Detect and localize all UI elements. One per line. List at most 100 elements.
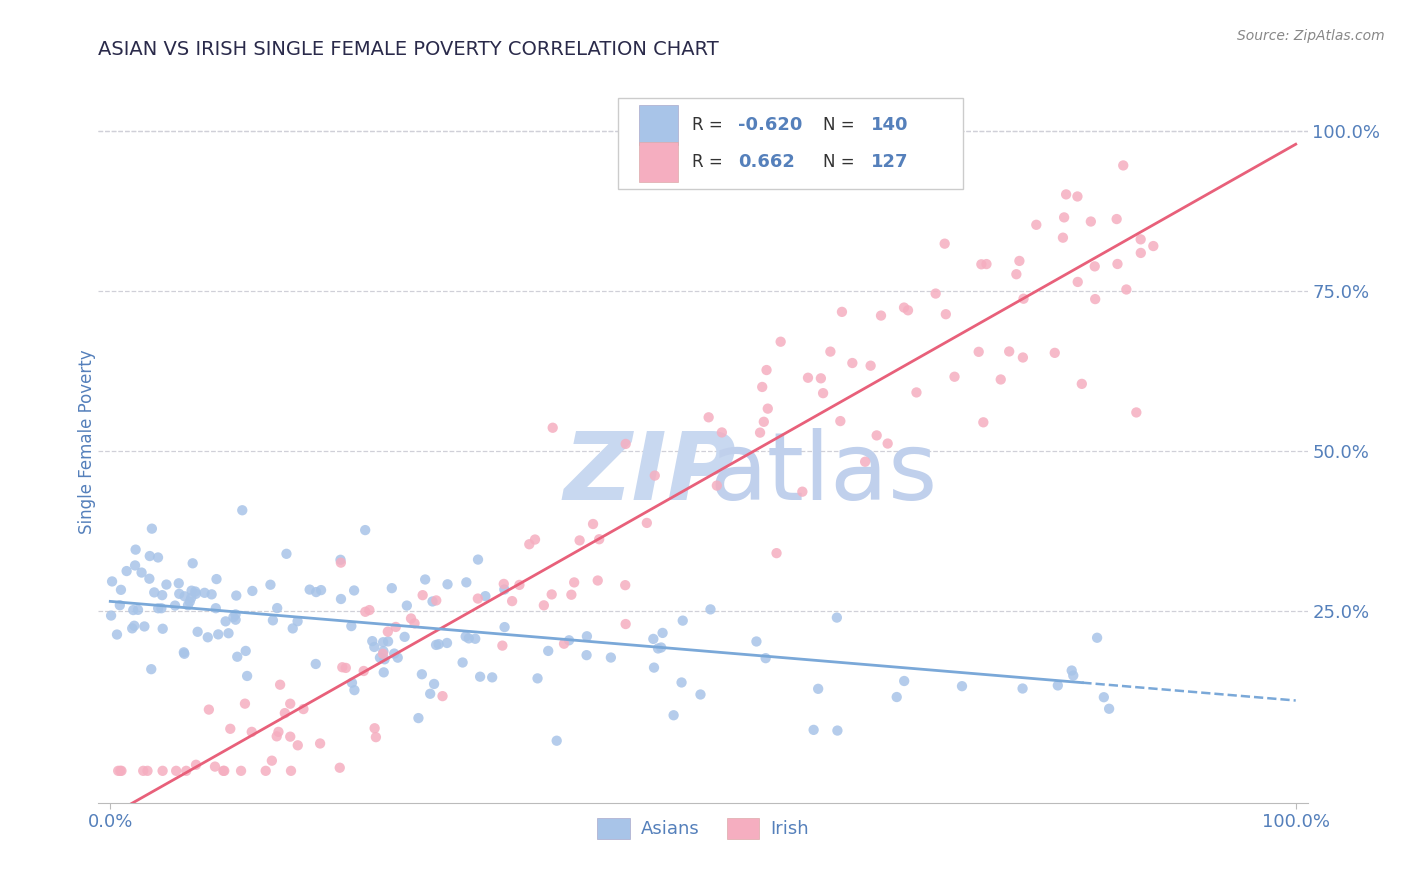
Point: [998, 344, 1021, 359]
Point: [474, 589, 496, 603]
Point: [411, 667, 433, 681]
Point: [240, 724, 263, 739]
Point: [419, 687, 441, 701]
Point: [765, 546, 787, 560]
Point: [950, 679, 973, 693]
Point: [830, 414, 852, 428]
FancyBboxPatch shape: [619, 98, 963, 189]
Point: [636, 516, 658, 530]
Text: N =: N =: [823, 153, 859, 170]
Point: [155, 577, 177, 591]
Point: [811, 386, 834, 401]
Point: [193, 586, 215, 600]
Point: [586, 574, 609, 588]
Point: [107, 764, 129, 778]
Point: [756, 401, 779, 416]
Point: [180, 583, 202, 598]
Point: [1105, 212, 1128, 227]
Point: [343, 583, 366, 598]
Point: [893, 301, 915, 315]
Point: [650, 640, 672, 655]
Point: [924, 286, 946, 301]
Point: [353, 664, 375, 678]
Point: [132, 764, 155, 778]
Point: [562, 575, 585, 590]
Point: [935, 307, 957, 321]
Point: [436, 636, 458, 650]
Point: [187, 624, 209, 639]
Point: [599, 650, 621, 665]
Point: [179, 595, 201, 609]
Point: [689, 688, 711, 702]
Point: [432, 689, 454, 703]
Point: [395, 599, 418, 613]
Point: [451, 656, 474, 670]
Point: [1067, 275, 1090, 289]
Point: [231, 503, 253, 517]
Point: [329, 553, 352, 567]
Point: [177, 599, 200, 613]
Point: [354, 523, 377, 537]
Point: [647, 641, 669, 656]
Point: [468, 670, 491, 684]
Point: [517, 537, 540, 551]
Point: [533, 599, 555, 613]
Point: [540, 587, 562, 601]
Point: [281, 622, 304, 636]
Point: [1084, 260, 1107, 274]
Point: [233, 697, 256, 711]
Point: [292, 702, 315, 716]
Text: 127: 127: [872, 153, 908, 170]
Point: [494, 582, 516, 597]
Point: [1053, 211, 1076, 225]
Point: [425, 638, 447, 652]
Point: [494, 620, 516, 634]
Point: [330, 660, 353, 674]
Point: [853, 455, 876, 469]
Point: [893, 673, 915, 688]
Point: [173, 645, 195, 659]
Point: [260, 754, 283, 768]
Point: [755, 363, 778, 377]
Point: [152, 622, 174, 636]
Point: [537, 644, 560, 658]
Point: [262, 613, 284, 627]
Point: [508, 578, 530, 592]
Point: [259, 578, 281, 592]
Point: [198, 703, 221, 717]
Point: [1046, 678, 1069, 692]
Text: 140: 140: [872, 116, 908, 134]
Point: [1012, 351, 1035, 365]
Point: [671, 675, 693, 690]
Point: [110, 764, 132, 778]
Point: [870, 309, 893, 323]
Point: [394, 630, 416, 644]
Point: [491, 639, 513, 653]
Point: [1012, 292, 1035, 306]
Point: [305, 657, 328, 671]
Point: [146, 550, 169, 565]
Point: [897, 303, 920, 318]
Point: [278, 730, 301, 744]
Point: [219, 722, 242, 736]
Point: [343, 683, 366, 698]
Point: [165, 764, 187, 778]
Point: [197, 630, 219, 644]
Text: Source: ZipAtlas.com: Source: ZipAtlas.com: [1237, 29, 1385, 43]
Point: [697, 410, 720, 425]
Point: [825, 610, 848, 624]
Point: [1098, 702, 1121, 716]
Point: [769, 334, 792, 349]
Point: [427, 637, 450, 651]
Point: [122, 619, 145, 633]
Point: [614, 617, 637, 632]
Point: [1129, 246, 1152, 260]
Point: [287, 739, 309, 753]
Point: [792, 484, 814, 499]
Point: [340, 619, 363, 633]
FancyBboxPatch shape: [638, 142, 678, 182]
Point: [866, 428, 889, 442]
Point: [174, 764, 197, 778]
Point: [1052, 230, 1074, 244]
Point: [976, 257, 998, 271]
